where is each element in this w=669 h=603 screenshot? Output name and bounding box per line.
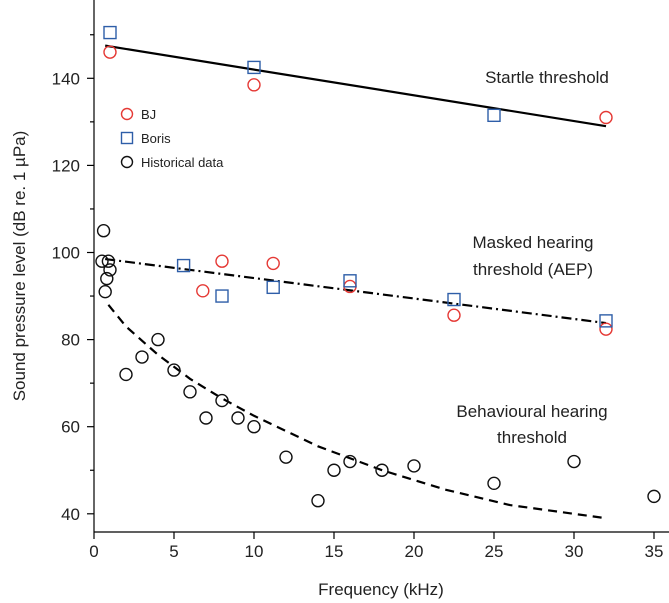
point-boris [343, 274, 357, 288]
point-historical-data [375, 463, 389, 477]
y-tick-label: 60 [61, 418, 80, 437]
point-bj [103, 45, 117, 59]
x-axis-label: Frequency (kHz) [318, 580, 444, 599]
x-tick-label: 10 [245, 542, 264, 561]
point-boris [176, 258, 191, 273]
point-boris [103, 25, 117, 40]
x-tick-label: 0 [89, 542, 98, 561]
point-boris [599, 314, 613, 328]
y-tick-label: 40 [61, 505, 80, 524]
point-historical-data [103, 263, 117, 277]
point-historical-data [183, 385, 197, 399]
legend-label-boris: Boris [141, 131, 171, 146]
point-historical-data [231, 411, 245, 425]
behavioural-threshold-curve [107, 304, 607, 520]
x-tick-label: 5 [169, 542, 178, 561]
point-historical-data [151, 332, 165, 347]
legend-marker-bj [120, 107, 134, 121]
point-historical-data [407, 459, 421, 473]
point-historical-data [647, 489, 661, 504]
point-historical-data [247, 420, 261, 434]
x-ticks: 0 5 10 15 20 25 30 35 [89, 532, 663, 561]
annotation-masked-threshold-line2: threshold (AEP) [473, 260, 593, 279]
startle-threshold-line [105, 44, 607, 128]
legend-label-historical: Historical data [141, 155, 224, 170]
point-historical-data [101, 254, 116, 268]
y-axis-label: Sound pressure level (dB re. 1 µPa) [10, 131, 29, 402]
point-bj [447, 308, 461, 322]
point-bj [599, 110, 613, 125]
y-tick-label: 80 [61, 331, 80, 350]
legend-marker-historical [120, 155, 134, 169]
fit-lines [105, 44, 607, 520]
point-historical-data [343, 454, 357, 469]
point-historical-data [215, 393, 229, 408]
point-bj [215, 254, 229, 268]
x-tick-label: 25 [485, 542, 504, 561]
x-tick-label: 15 [325, 542, 344, 561]
legend-label-bj: BJ [141, 107, 156, 122]
y-ticks: 40 60 80 100 120 140 [52, 34, 94, 524]
point-bj [599, 322, 613, 336]
annotation-behavioural-threshold-line1: Behavioural hearing [456, 402, 607, 421]
annotation-behavioural-threshold-line2: threshold [497, 428, 567, 447]
point-bj [266, 256, 280, 271]
point-historical-data [96, 224, 111, 238]
point-bj [196, 284, 210, 298]
point-boris [447, 292, 461, 307]
point-historical-data [311, 494, 325, 508]
legend-marker-boris [120, 131, 134, 145]
annotation-startle-threshold: Startle threshold [485, 68, 609, 87]
point-historical-data [98, 284, 112, 299]
x-tick-label: 30 [565, 542, 584, 561]
point-bj [247, 78, 261, 92]
point-historical-data [119, 367, 133, 382]
legend: BJ Boris Historical data [120, 107, 224, 170]
point-boris [247, 60, 261, 75]
point-historical-data [327, 463, 341, 477]
x-tick-label: 20 [405, 542, 424, 561]
data-markers [95, 25, 661, 508]
point-historical-data [167, 363, 181, 377]
point-boris [266, 280, 280, 295]
point-historical-data [95, 254, 109, 268]
point-boris [487, 108, 501, 123]
annotation-masked-threshold-line1: Masked hearing [473, 233, 594, 252]
y-tick-label: 140 [52, 69, 80, 88]
point-historical-data [100, 271, 114, 286]
plot-frame [93, 0, 669, 533]
point-boris [215, 289, 229, 303]
point-historical-data [199, 411, 213, 425]
point-historical-data [487, 476, 501, 491]
point-historical-data [567, 454, 581, 469]
y-tick-label: 120 [52, 156, 80, 175]
point-historical-data [135, 350, 149, 364]
y-tick-label: 100 [52, 244, 80, 263]
x-tick-label: 35 [645, 542, 664, 561]
masked-threshold-line [105, 257, 607, 325]
point-historical-data [279, 450, 293, 464]
